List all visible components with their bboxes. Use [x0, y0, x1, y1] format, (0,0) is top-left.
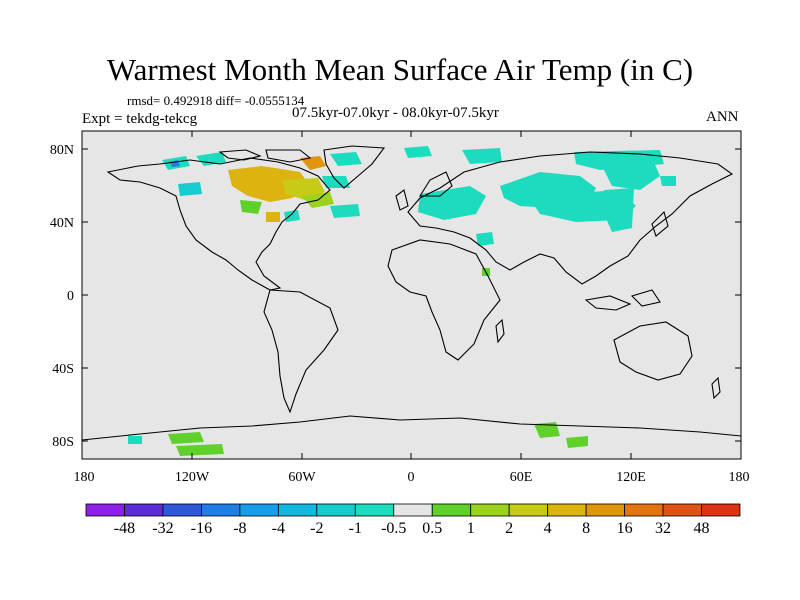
cool-patch-mongolia — [604, 188, 634, 232]
coast-africa — [387, 239, 501, 361]
coast-madagascar — [495, 318, 505, 344]
colorbar-swatch — [316, 503, 356, 517]
colorbar-label: 8 — [582, 520, 590, 537]
colorbar-swatch — [470, 503, 510, 517]
coast-australia — [613, 321, 693, 381]
cool-patch-labrador-sea — [322, 176, 350, 188]
warm-patch-us — [266, 212, 280, 222]
colorbar-label: -8 — [233, 520, 246, 537]
lon-label: 60W — [288, 470, 316, 485]
cool-patch-east-asia — [600, 158, 660, 190]
colorbar-label: 16 — [617, 520, 633, 537]
colorbar-label: -48 — [114, 520, 135, 537]
coast-eurasia — [407, 151, 734, 285]
map-title: Warmest Month Mean Surface Air Temp (in … — [106, 52, 694, 87]
lon-ticks — [81, 131, 742, 459]
cool-patch-iceland-sea — [330, 204, 360, 218]
cool-patch-kamchatka — [660, 176, 676, 186]
colorbar-swatch — [124, 503, 164, 517]
lon-label: 120W — [175, 470, 210, 485]
colorbar-swatch — [585, 503, 625, 517]
season-label: ANN — [706, 109, 739, 125]
rmsd-diff-stats: rmsd= 0.492918 diff= -0.0555134 — [127, 93, 305, 108]
colorbar-labels: -48 -32 -16 -8 -4 -2 -1 -0.5 0.5 1 2 4 8 16 32 48 — [114, 520, 710, 537]
lat-label: 80S — [52, 435, 74, 450]
lon-label: 180 — [74, 470, 95, 485]
colorbar-label: 1 — [467, 520, 475, 537]
colorbar-label: -16 — [191, 520, 212, 537]
lat-label: 40S — [52, 362, 74, 377]
lat-ticks — [82, 148, 741, 442]
coast-japan — [651, 210, 669, 237]
lon-label: 60E — [510, 470, 533, 485]
green-patch-antarctica-east — [534, 422, 560, 438]
experiment-label: Expt = tekdg-tekcg — [82, 111, 198, 127]
colorbar-swatch — [547, 503, 587, 517]
lat-label: 80N — [50, 143, 74, 158]
colorbar-label: 32 — [655, 520, 671, 537]
colorbar-swatch — [85, 503, 125, 517]
green-patch-antarctica-pacific — [176, 444, 224, 456]
cool-patch-antarctica — [128, 436, 142, 444]
coast-new-zealand — [711, 376, 721, 400]
green-patch-antarctica-ross — [566, 436, 588, 448]
cool-patch-nw-canada — [178, 182, 202, 196]
colorbar-swatch — [201, 503, 241, 517]
colorbar-label: -0.5 — [381, 520, 406, 537]
colorbar-label: -32 — [152, 520, 173, 537]
colorbar-swatch — [624, 503, 664, 517]
cool-patch-kara — [462, 148, 502, 164]
coast-antarctica — [81, 415, 742, 441]
cool-patch-arctic-canada — [196, 152, 226, 166]
coast-scandinavia — [419, 171, 453, 197]
colorbar-swatch — [508, 503, 549, 517]
lat-label: 40N — [50, 216, 74, 231]
lon-label: 180 — [729, 470, 750, 485]
anomaly-patches — [128, 146, 676, 456]
coast-britain — [395, 189, 409, 211]
colorbar-swatch — [354, 503, 395, 517]
warm-patch-baffin — [300, 156, 326, 170]
coast-indonesia — [584, 289, 661, 311]
coast-north-america — [106, 157, 331, 291]
colorbar-swatch — [701, 503, 741, 517]
green-patch-antarctica-west — [168, 432, 204, 444]
cool-patch-europe — [418, 186, 486, 220]
colorbar-label: 2 — [505, 520, 513, 537]
lon-label: 120E — [616, 470, 646, 485]
colorbar-swatch — [277, 503, 318, 517]
period-label: 07.5kyr-07.0kyr - 08.0kyr-07.5kyr — [292, 105, 499, 121]
colorbar-swatch — [393, 503, 433, 517]
colorbar-swatch — [239, 503, 279, 517]
colorbar-label: 0.5 — [422, 520, 442, 537]
coast-south-america — [263, 289, 339, 414]
coast-greenland — [323, 145, 386, 189]
colorbar-label: 48 — [694, 520, 710, 537]
colorbar-swatch — [162, 503, 202, 517]
green-patch-canada — [240, 200, 262, 214]
cool-patch-us-east — [284, 210, 300, 222]
colorbar — [85, 503, 741, 517]
colorbar-label: -2 — [310, 520, 323, 537]
coast-arctic-islands — [218, 149, 312, 163]
colorbar-swatch — [431, 503, 472, 517]
colorbar-label: -1 — [349, 520, 362, 537]
colorbar-swatch — [662, 503, 702, 517]
colorbar-label: -4 — [272, 520, 285, 537]
colorbar-label: 4 — [544, 520, 552, 537]
cool-patch-greenland — [330, 152, 362, 166]
lat-label: 0 — [67, 289, 74, 304]
coastlines — [81, 145, 742, 441]
cool-patch-barents — [404, 146, 432, 158]
cool-patch-mediterranean — [476, 232, 494, 246]
lon-label: 0 — [408, 470, 415, 485]
